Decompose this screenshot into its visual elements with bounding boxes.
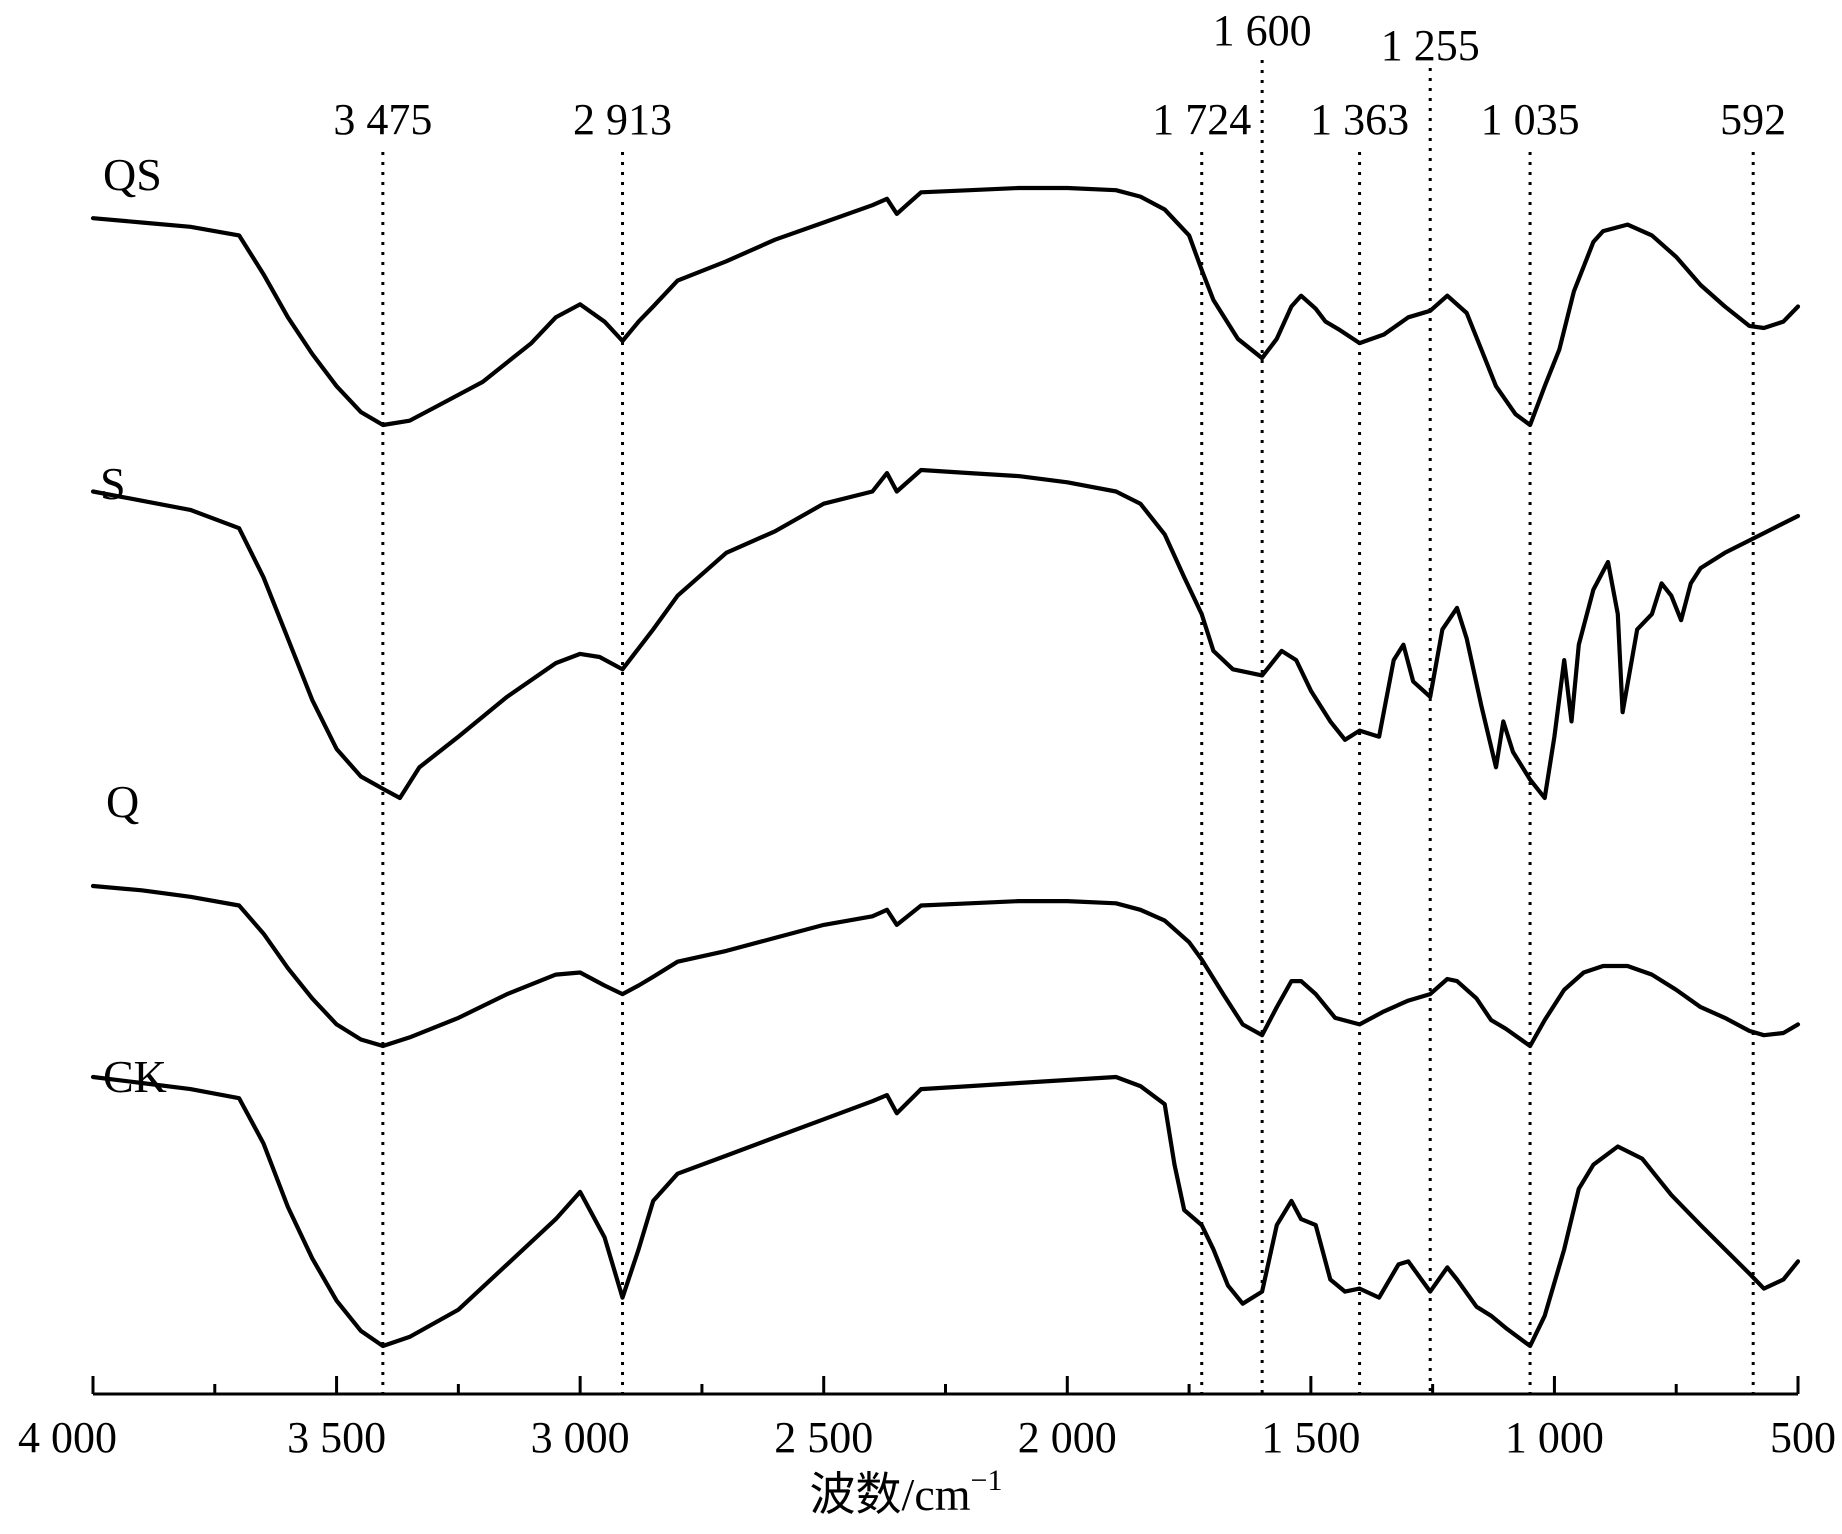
x-tick-label: 2 000 (1018, 1413, 1117, 1462)
spectrum-line-qs (90, 185, 1801, 428)
x-tick-label: 3 000 (531, 1413, 630, 1462)
x-tick-label: 4 000 (18, 1413, 117, 1462)
spectrum-line-s (90, 467, 1801, 801)
series-label-q: Q (106, 776, 139, 827)
series-label-qs: QS (103, 149, 162, 200)
x-tick-label: 1 500 (1261, 1413, 1360, 1462)
series-labels: QS S Q CK (100, 149, 167, 1102)
peak-label: 2 913 (573, 95, 672, 144)
spectra-group (90, 185, 1801, 1349)
x-axis-ticks: 4 000 3 500 3 000 2 500 2 000 1 500 1 000 500 (18, 1376, 1836, 1462)
x-tick-label: 2 500 (774, 1413, 873, 1462)
peak-label: 1 600 (1213, 6, 1312, 55)
spectrum-line-ck (90, 1074, 1801, 1349)
peak-label: 1 035 (1481, 95, 1580, 144)
x-tick-label: 1 000 (1505, 1413, 1604, 1462)
peak-label: 592 (1720, 95, 1786, 144)
series-label-ck: CK (103, 1051, 167, 1102)
peak-label: 1 255 (1381, 21, 1480, 70)
spectrum-line-q (90, 883, 1801, 1049)
x-axis-title-text: 波数/cm (810, 1469, 971, 1520)
x-axis-title: 波数/cm−1 (810, 1464, 1003, 1520)
peak-reference-lines (381, 60, 1755, 1394)
peak-label: 3 475 (333, 95, 432, 144)
series-label-s: S (100, 458, 126, 509)
x-tick-label: 500 (1770, 1413, 1836, 1462)
x-tick-label: 3 500 (287, 1413, 386, 1462)
peak-label: 1 724 (1152, 95, 1251, 144)
x-axis-title-superscript: −1 (971, 1464, 1003, 1497)
peak-label: 1 363 (1310, 95, 1409, 144)
